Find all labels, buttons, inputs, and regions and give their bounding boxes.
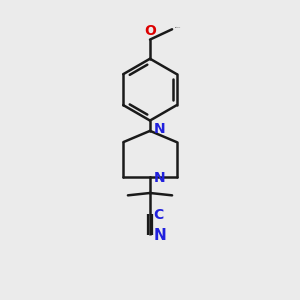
Text: O: O: [144, 24, 156, 38]
Text: N: N: [154, 229, 166, 244]
Text: C: C: [154, 208, 164, 222]
Text: N: N: [154, 122, 165, 136]
Text: N: N: [154, 171, 165, 185]
Text: methoxy: methoxy: [175, 27, 181, 28]
